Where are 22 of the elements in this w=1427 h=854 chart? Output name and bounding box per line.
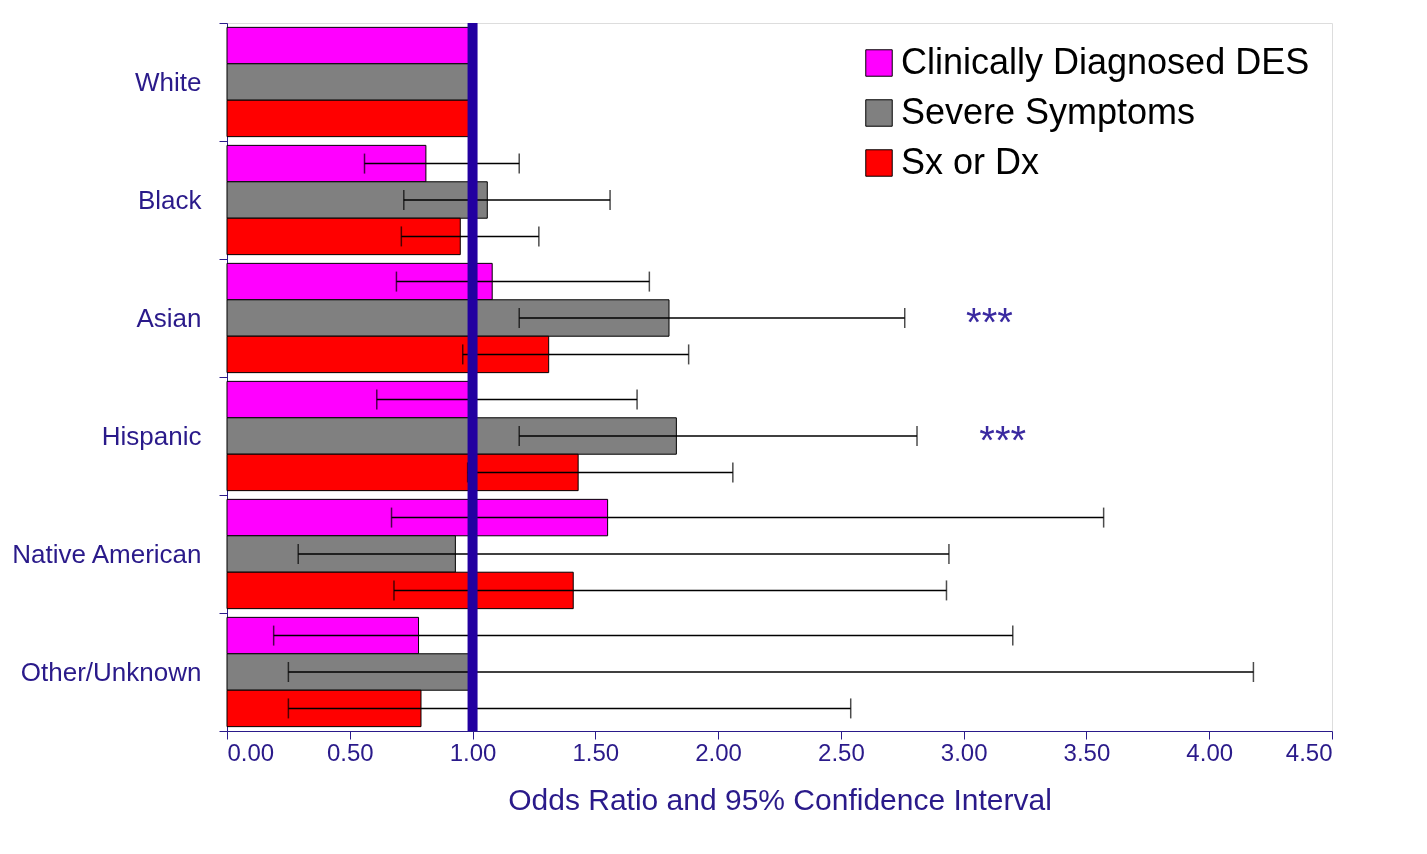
x-tick-label: 3.00 bbox=[940, 738, 988, 766]
x-tick-label: 1.50 bbox=[572, 738, 620, 766]
x-tick-label: 2.00 bbox=[695, 738, 742, 766]
legend-label: Clinically Diagnosed DES bbox=[901, 41, 1310, 82]
x-tick-label: 2.50 bbox=[818, 738, 865, 766]
x-tick-label: 4.00 bbox=[1186, 738, 1234, 766]
y-tick-label: White bbox=[135, 66, 202, 97]
annotation: *** bbox=[966, 300, 1013, 344]
y-tick-label: Other/Unknown bbox=[20, 656, 202, 687]
y-tick-label: Asian bbox=[136, 302, 202, 333]
annotation: *** bbox=[979, 418, 1027, 462]
x-tick-label: 3.50 bbox=[1063, 738, 1111, 766]
y-tick-label: Black bbox=[137, 184, 203, 215]
x-tick-label: 0.00 bbox=[227, 738, 275, 766]
legend-label: Severe Symptoms bbox=[901, 91, 1196, 132]
x-tick-label: 0.50 bbox=[326, 738, 374, 766]
y-tick-label: Hispanic bbox=[101, 420, 202, 451]
x-tick-label: 4.50 bbox=[1285, 738, 1333, 766]
x-tick-label: 1.00 bbox=[449, 738, 497, 766]
y-tick-label: Native American bbox=[12, 538, 202, 569]
x-axis-title: Odds Ratio and 95% Confidence Interval bbox=[508, 782, 1052, 816]
legend-label: Sx or Dx bbox=[901, 141, 1040, 182]
